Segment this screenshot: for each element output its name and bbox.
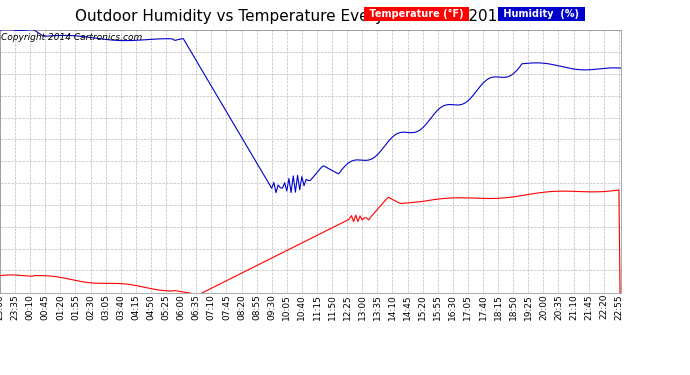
Text: Copyright 2014 Cartronics.com: Copyright 2014 Cartronics.com [1,33,143,42]
Text: Outdoor Humidity vs Temperature Every 5 Minutes 20140309: Outdoor Humidity vs Temperature Every 5 … [75,9,546,24]
Text: Humidity  (%): Humidity (%) [500,9,582,20]
Text: Temperature (°F): Temperature (°F) [366,9,466,20]
